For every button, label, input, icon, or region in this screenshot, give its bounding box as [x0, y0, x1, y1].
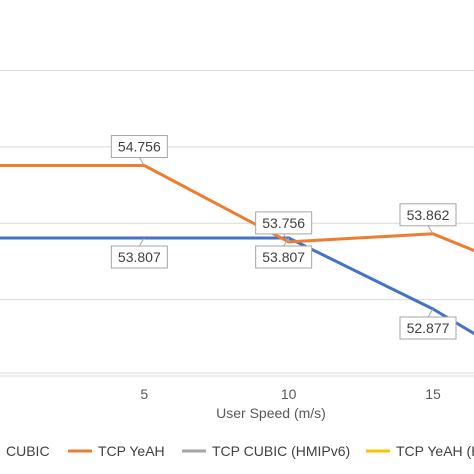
legend-entry-label: TCP YeAH (H — [396, 443, 474, 459]
data-label-box — [255, 245, 313, 269]
legend-entry-label: CUBIC — [6, 443, 50, 459]
data-label-box — [255, 211, 313, 235]
series-lines — [0, 164, 474, 336]
data-label-leader — [283, 233, 290, 243]
data-label-leader — [138, 157, 145, 166]
x-tick-label: 15 — [425, 386, 441, 402]
gridlines — [0, 70, 474, 377]
x-axis-ticks: 5 10 15 — [140, 386, 441, 402]
data-label: 53.862 — [407, 207, 450, 223]
data-label-leader — [138, 237, 145, 247]
legend-entry-label: TCP YeAH — [98, 443, 165, 459]
data-label-box — [399, 316, 457, 340]
data-label-box — [399, 203, 457, 227]
x-tick-label: 10 — [281, 386, 297, 402]
legend: CUBIC TCP YeAH TCP CUBIC (HMIPv6) TCP Ye… — [6, 443, 474, 459]
x-tick-label: 5 — [140, 386, 148, 402]
data-label: 53.807 — [118, 249, 161, 265]
data-label: 52.877 — [407, 320, 450, 336]
data-labels: 53.80753.80752.87754.75653.75653.86259.1… — [110, 135, 457, 340]
data-label-leader — [427, 225, 434, 235]
data-label: 53.756 — [262, 215, 305, 231]
data-label-leader — [427, 308, 434, 318]
data-label-box — [110, 135, 168, 159]
series-line-tcp-cubic — [0, 236, 474, 336]
data-label: 53.807 — [262, 249, 305, 265]
data-label-leader — [283, 237, 290, 247]
series-line-tcp-yeah — [0, 164, 474, 253]
data-label-box — [110, 245, 168, 269]
data-label: 54.756 — [118, 139, 161, 155]
legend-entry-label: TCP CUBIC (HMIPv6) — [212, 443, 350, 459]
x-axis-label: User Speed (m/s) — [216, 405, 326, 421]
